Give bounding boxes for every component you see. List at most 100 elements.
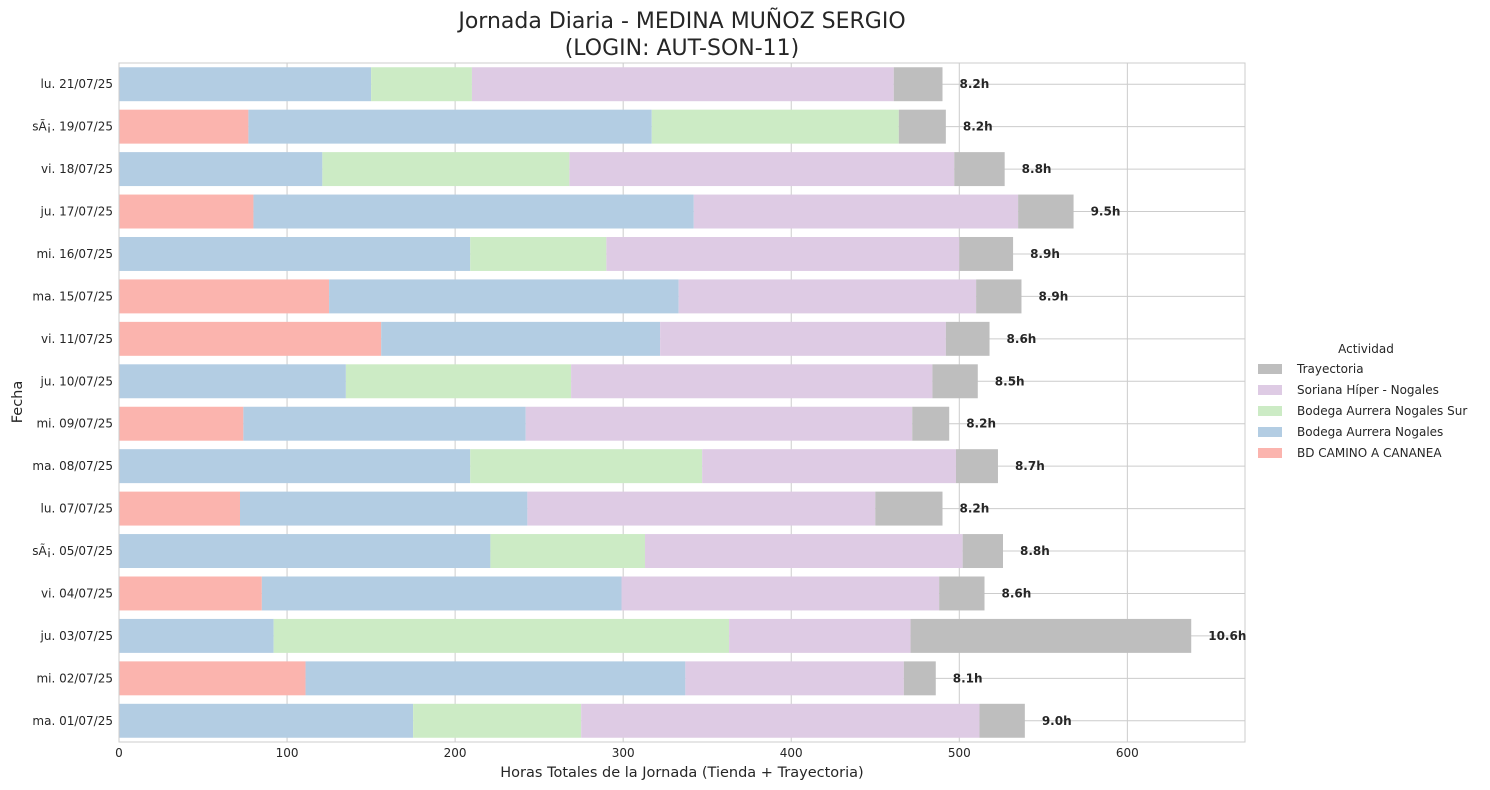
bar-segment-soriana-h-per-nogales [527,492,875,526]
y-tick-label: lu. 21/07/25 [41,77,113,91]
legend-label: Bodega Aurrera Nogales Sur [1297,404,1467,418]
bar-segment-bd-camino-a-cananea [119,576,262,610]
bar-segment-trayectoria [912,407,949,441]
bar-segment-bd-camino-a-cananea [119,279,329,313]
x-tick-label: 100 [276,746,299,760]
bar-segment-trayectoria [979,704,1024,738]
bar-total-label: 9.5h [1091,205,1121,219]
y-tick-label: sÃ¡. 19/07/25 [32,119,113,134]
bar-segment-soriana-h-per-nogales [679,279,976,313]
y-tick-label: lu. 07/07/25 [41,502,113,516]
bar-segment-bodega-aurrera-nogales [248,110,651,144]
legend-swatch [1258,448,1282,458]
legend-swatch [1258,385,1282,395]
bar-segment-soriana-h-per-nogales [472,67,894,101]
y-tick-label: mi. 02/07/25 [36,671,113,685]
legend-swatch [1258,364,1282,374]
bar-segment-trayectoria [976,279,1021,313]
bar-segment-trayectoria [1018,195,1073,229]
legend-items: Trayectoria Soriana Híper - Nogales Bodega… [1258,362,1467,460]
bar-segment-bodega-aurrera-nogales [262,576,622,610]
bar-segment-trayectoria [954,152,1004,186]
bar-total-label: 8.6h [1007,332,1037,346]
bar-total-label: 8.7h [1015,459,1045,473]
bar-segment-trayectoria [894,67,943,101]
bar-segment-soriana-h-per-nogales [621,576,939,610]
y-axis-label: Fecha [10,381,26,424]
bar-segment-bd-camino-a-cananea [119,322,381,356]
y-tick-label: ma. 08/07/25 [32,459,113,473]
bar-total-label: 9.0h [1042,714,1072,728]
bar-segment-bodega-aurrera-nogales-sur [371,67,472,101]
bar-segment-bodega-aurrera-nogales-sur [322,152,569,186]
bar-segment-bodega-aurrera-nogales [243,407,525,441]
bar-segment-bodega-aurrera-nogales [240,492,527,526]
bar-segment-bodega-aurrera-nogales [329,279,679,313]
bar-segment-bodega-aurrera-nogales [119,152,322,186]
bar-segment-bodega-aurrera-nogales-sur [470,449,702,483]
bar-segment-trayectoria [932,364,977,398]
x-tick-label: 600 [1116,746,1139,760]
bar-segment-trayectoria [946,322,990,356]
x-tick-label: 300 [612,746,635,760]
bar-total-label: 8.8h [1022,162,1052,176]
x-tick-label: 500 [948,746,971,760]
bar-total-label: 8.5h [995,374,1025,388]
bar-segment-soriana-h-per-nogales [571,364,932,398]
bar-segment-trayectoria [911,619,1192,653]
y-tick-label: ju. 10/07/25 [40,374,113,388]
chart-title-line-2: (LOGIN: AUT-SON-11) [565,36,800,61]
legend-label: BD CAMINO A CANANEA [1297,446,1442,460]
bar-segment-bodega-aurrera-nogales [119,704,413,738]
bar-segment-trayectoria [939,576,984,610]
bar-segment-bd-camino-a-cananea [119,492,240,526]
bar-total-label: 8.2h [959,77,989,91]
bar-segment-bodega-aurrera-nogales [306,661,686,695]
y-tick-label: vi. 04/07/25 [41,586,113,600]
bar-total-label: 8.9h [1030,247,1060,261]
y-tick-label: ma. 01/07/25 [32,714,113,728]
bar-segment-soriana-h-per-nogales [569,152,954,186]
y-tick-label: sÃ¡. 05/07/25 [32,543,113,558]
bar-segment-bd-camino-a-cananea [119,661,306,695]
bar-segment-bodega-aurrera-nogales [119,534,490,568]
bar-total-label: 8.2h [959,502,989,516]
legend-swatch [1258,427,1282,437]
bar-segment-soriana-h-per-nogales [685,661,903,695]
bar-segment-bodega-aurrera-nogales-sur [413,704,581,738]
x-tick-label: 400 [780,746,803,760]
bar-segment-trayectoria [963,534,1003,568]
legend: Actividad Trayectoria Soriana Híper - Nog… [1258,342,1467,460]
y-tick-label: ju. 17/07/25 [40,205,113,219]
y-tick-label: ma. 15/07/25 [32,289,113,303]
bar-segment-bd-camino-a-cananea [119,195,253,229]
bar-segment-bodega-aurrera-nogales [381,322,660,356]
bar-segment-trayectoria [899,110,946,144]
bar-segment-bodega-aurrera-nogales [119,364,346,398]
x-axis-label: Horas Totales de la Jornada (Tienda + Tr… [500,765,863,781]
y-tick-label: vi. 18/07/25 [41,162,113,176]
bar-segment-bd-camino-a-cananea [119,110,248,144]
bar-total-label: 8.2h [966,417,996,431]
bar-segment-soriana-h-per-nogales [606,237,959,271]
y-tick-label: mi. 09/07/25 [36,417,113,431]
bar-segment-bodega-aurrera-nogales-sur [346,364,571,398]
bar-segment-soriana-h-per-nogales [694,195,1018,229]
x-tick-label: 200 [444,746,467,760]
bar-total-label: 8.2h [963,120,993,134]
chart-title-line-1: Jornada Diaria - MEDINA MUÑOZ SERGIO [456,7,905,34]
bar-total-label: 8.6h [1002,586,1032,600]
bar-segment-bodega-aurrera-nogales [253,195,693,229]
bar-segment-trayectoria [904,661,936,695]
bar-total-label: 10.6h [1208,629,1246,643]
legend-label: Trayectoria [1296,362,1364,376]
y-tick-label: vi. 11/07/25 [41,332,113,346]
legend-label: Bodega Aurrera Nogales [1297,425,1443,439]
bar-segment-bodega-aurrera-nogales-sur [274,619,729,653]
legend-title: Actividad [1338,342,1394,356]
y-tick-label: ju. 03/07/25 [40,629,113,643]
bar-segment-bodega-aurrera-nogales-sur [470,237,606,271]
bar-segment-trayectoria [956,449,998,483]
bar-segment-bodega-aurrera-nogales-sur [652,110,899,144]
